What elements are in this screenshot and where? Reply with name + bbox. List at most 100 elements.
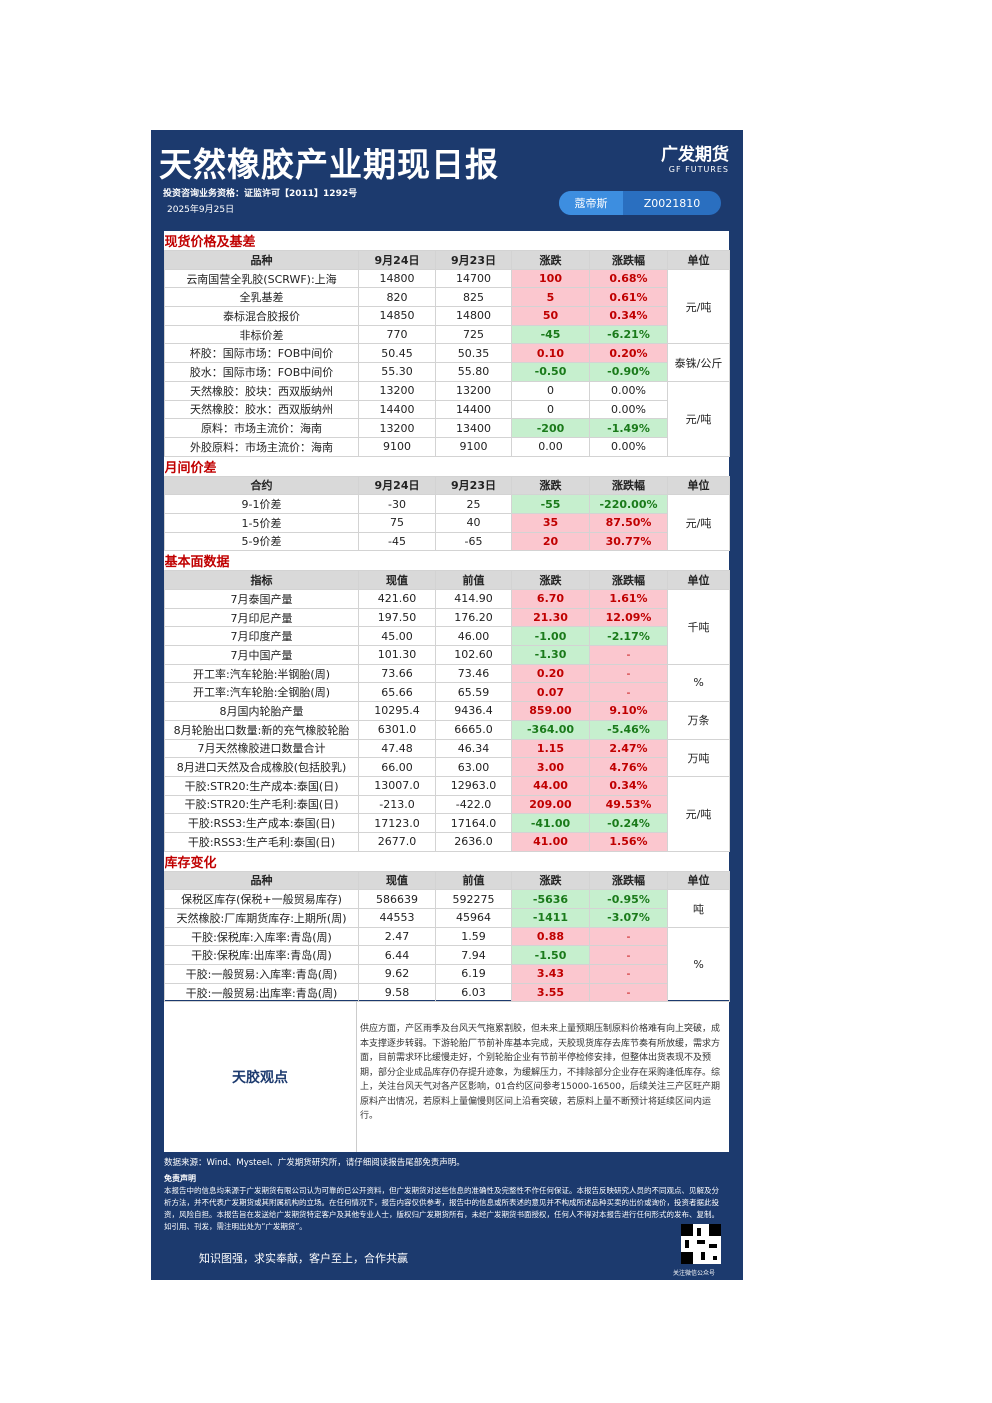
row-name: 干胶:STR20:生产毛利:泰国(日) xyxy=(164,794,359,815)
row-name: 7月印尼产量 xyxy=(164,607,359,628)
value-cell: 6301.0 xyxy=(358,719,436,740)
row-name: 保税区库存(保税+一般贸易库存) xyxy=(164,889,359,909)
header-row: 品种 现值 前值 涨跌 涨跌幅 单位 xyxy=(164,870,731,891)
data-row: 干胶:STR20:生产毛利:泰国(日) -213.0 -422.0 209.00 49.… xyxy=(164,794,730,815)
value-cell: 0 xyxy=(511,380,590,401)
value-cell: -1.49% xyxy=(589,418,668,438)
data-table: 现货价格及基差 品种 9月24日 9月23日 涨跌 涨跌幅 单位 云南国营全乳胶(SCRWF)… xyxy=(164,231,731,1003)
value-cell: 102.60 xyxy=(435,645,512,665)
value-cell: 100 xyxy=(511,268,590,289)
header-cell: 涨跌 xyxy=(511,475,590,496)
value-cell: 65.66 xyxy=(358,682,436,703)
unit-cell: 万吨 xyxy=(666,738,731,777)
value-cell: - xyxy=(589,964,668,984)
header-cell: 前值 xyxy=(435,570,512,590)
value-cell: 13200 xyxy=(358,418,436,438)
data-row: 8月进口天然及合成橡胶(包括胶乳) 66.00 63.00 3.00 4.76% xyxy=(164,757,730,777)
unit-cell: 吨 xyxy=(666,889,731,928)
data-row: 胶水：国际市场：FOB中间价 55.30 55.80 -0.50 -0.90% xyxy=(164,362,730,382)
value-cell: -55 xyxy=(511,494,590,514)
value-cell: 9100 xyxy=(358,436,436,457)
header-cell: 单位 xyxy=(666,570,731,590)
data-row: 干胶:RSS3:生产毛利:泰国(日) 2677.0 2636.0 41.00 1.56% xyxy=(164,831,730,852)
value-cell: 10295.4 xyxy=(358,701,436,721)
data-row: 天然橡胶:厂库期货库存:上期所(周) 44553 45964 -1411 -3.07% xyxy=(164,908,730,928)
value-cell: 3.43 xyxy=(511,964,590,984)
row-name: 干胶:RSS3:生产成本:泰国(日) xyxy=(164,813,359,833)
value-cell: 14700 xyxy=(435,268,512,289)
value-cell: 7.94 xyxy=(435,945,512,966)
value-cell: -2.17% xyxy=(589,626,668,647)
logo: 广发期货 GF FUTURES xyxy=(661,140,729,174)
value-cell: 3.55 xyxy=(511,982,590,1003)
motto: 知识图强，求实奉献，客户至上，合作共赢 xyxy=(199,1252,408,1265)
value-cell: 14800 xyxy=(358,268,436,289)
value-cell: -30 xyxy=(358,494,436,514)
row-name: 开工率:汽车轮胎:半钢胎(周) xyxy=(164,663,359,684)
data-row: 云南国营全乳胶(SCRWF):上海 14800 14700 100 0.68% 元/吨 xyxy=(164,268,731,345)
unit-cell: % xyxy=(666,926,731,1003)
value-cell: 35 xyxy=(511,512,590,533)
value-cell: 21.30 xyxy=(511,607,590,628)
value-cell: -220.00% xyxy=(589,494,668,514)
analyst: 蔻帝斯 Z0021810 xyxy=(559,191,721,215)
value-cell: 9436.4 xyxy=(435,701,512,721)
data-row: 干胶:一般贸易:入库率:青岛(周) 9.62 6.19 3.43- xyxy=(164,964,730,984)
value-cell: 3.00 xyxy=(511,757,590,777)
value-cell: - xyxy=(589,682,668,703)
value-cell: 5 xyxy=(511,287,590,308)
section-row: 月间价差 xyxy=(165,456,730,476)
data-row: 8月轮胎出口数量:新的充气橡胶轮胎 6301.0 6665.0 -364.00 -5.4… xyxy=(164,719,730,740)
row-name: 8月国内轮胎产量 xyxy=(164,701,359,721)
header-row: 品种 9月24日 9月23日 涨跌 涨跌幅 单位 xyxy=(164,250,731,270)
row-name: 泰标混合胶报价 xyxy=(164,306,359,326)
value-cell: 0.00% xyxy=(589,380,668,401)
value-cell: 0.68% xyxy=(589,268,668,289)
data-row: 7月印度产量 45.00 46.00 -1.00 -2.17% xyxy=(164,626,730,647)
value-cell: - xyxy=(589,645,668,665)
data-row: 天然橡胶：胶水：西双版纳州 14400 14400 0 0.00% xyxy=(164,399,730,420)
title: 天然橡胶产业期现日报 xyxy=(159,145,499,184)
value-cell: 49.53% xyxy=(589,794,668,815)
header-cell: 指标 xyxy=(164,570,359,590)
value-cell: 65.59 xyxy=(435,682,512,703)
row-name: 外胶原料：市场主流价：海南 xyxy=(164,436,359,457)
value-cell: 0.61% xyxy=(589,287,668,308)
value-cell: 1.15 xyxy=(511,738,590,759)
value-cell: 6.70 xyxy=(511,589,590,609)
row-name: 5-9价差 xyxy=(164,531,359,552)
value-cell: 0.00 xyxy=(511,436,590,457)
header-cell: 9月24日 xyxy=(358,250,436,270)
value-cell: 45964 xyxy=(435,908,512,928)
section-title: 现货价格及基差 xyxy=(164,235,256,250)
unit-cell: 泰铢/公斤 xyxy=(666,343,731,382)
data-row: 天然橡胶：胶块：西双版纳州 13200 13200 0 0.00% 元/吨 xyxy=(164,380,731,457)
unit-cell: 千吨 xyxy=(666,589,731,665)
header-cell: 单位 xyxy=(666,250,731,270)
row-name: 干胶:保税库:出库率:青岛(周) xyxy=(164,945,359,966)
data-row: 干胶:保税库:入库率:青岛(周) 2.47 1.59 0.88-% xyxy=(164,926,731,1003)
data-row: 开工率:汽车轮胎:半钢胎(周) 73.66 73.46 0.20-% xyxy=(164,663,731,703)
header-cell: 现值 xyxy=(358,570,436,590)
value-cell: 0.10 xyxy=(511,343,590,364)
value-cell: 1.56% xyxy=(589,831,668,852)
value-cell: 50 xyxy=(511,306,590,326)
row-name: 非标价差 xyxy=(164,324,359,345)
header-cell: 品种 xyxy=(164,250,359,270)
value-cell: 13007.0 xyxy=(358,775,436,796)
value-cell: 1.59 xyxy=(435,926,512,947)
value-cell: 820 xyxy=(358,287,436,308)
row-name: 9-1价差 xyxy=(164,494,359,514)
row-name: 干胶:一般贸易:出库率:青岛(周) xyxy=(164,982,359,1003)
data-row: 7月印尼产量 197.50 176.20 21.30 12.09% xyxy=(164,607,730,628)
row-name: 7月天然橡胶进口数量合计 xyxy=(164,738,359,759)
value-cell: 0.34% xyxy=(589,306,668,326)
value-cell: -1.30 xyxy=(511,645,590,665)
value-cell: 6.03 xyxy=(435,982,512,1003)
unit-cell: 万条 xyxy=(666,701,731,740)
value-cell: -5636 xyxy=(511,889,590,909)
row-name: 7月泰国产量 xyxy=(164,589,359,609)
value-cell: - xyxy=(589,663,668,684)
value-cell: 2636.0 xyxy=(435,831,512,852)
analyst-name: 蔻帝斯 xyxy=(559,191,623,215)
